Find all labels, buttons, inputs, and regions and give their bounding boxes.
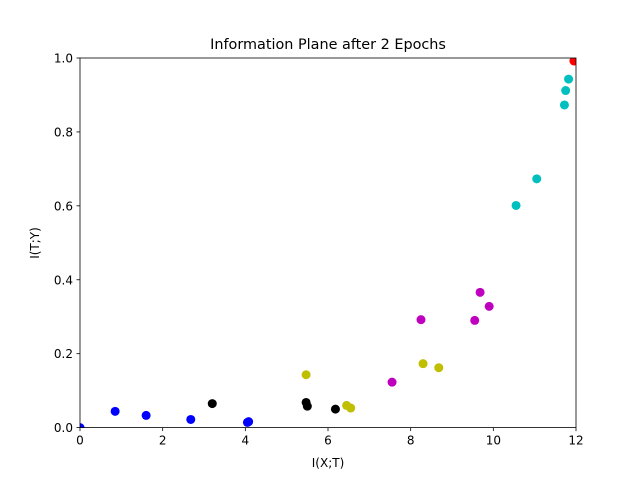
data-point-series-6 [569,58,576,66]
data-point-series-4 [475,287,485,297]
x-tick-label: 4 [242,434,250,448]
data-point-series-1 [244,417,254,427]
data-point-series-5 [511,200,521,210]
chart-title: Information Plane after 2 Epochs [210,37,446,53]
data-point-series-3 [346,403,356,413]
data-point-series-4 [416,315,426,325]
data-point-series-1 [141,410,151,420]
data-point-series-4 [387,377,397,387]
data-point-series-2 [207,399,217,409]
plot-frame [79,57,577,429]
data-point-series-5 [561,86,571,96]
data-points [80,58,576,428]
y-tick-label: 0.8 [54,125,73,139]
y-tick-label: 1.0 [54,52,73,66]
data-point-series-3 [434,363,444,373]
data-point-series-3 [418,359,428,369]
data-point-series-1 [186,414,196,424]
data-point-series-1 [80,423,85,428]
x-tick-label: 10 [486,434,501,448]
data-point-series-4 [470,315,480,325]
data-point-series-4 [484,301,494,311]
y-axis-label: I(T;Y) [28,227,42,259]
y-axis-ticks: 0.0 0.2 0.4 0.6 0.8 1.0 [54,52,80,435]
x-tick-label: 12 [568,434,583,448]
y-tick-label: 0.4 [54,273,73,287]
x-axis-label: I(X;T) [312,456,345,470]
x-axis-ticks: 0 2 4 6 8 10 12 [76,427,584,448]
y-tick-label: 0.2 [54,347,73,361]
data-point-series-5 [559,100,569,110]
y-tick-label: 0.6 [54,199,73,213]
data-point-series-2 [330,404,340,414]
x-tick-label: 8 [407,434,415,448]
data-point-series-2 [302,401,312,411]
x-tick-label: 2 [159,434,167,448]
data-point-series-3 [301,370,311,380]
data-point-series-1 [110,406,120,416]
x-tick-label: 0 [76,434,84,448]
data-point-series-5 [532,174,542,184]
data-point-series-5 [564,74,574,84]
y-tick-label: 0.0 [54,421,73,435]
x-tick-label: 6 [324,434,332,448]
